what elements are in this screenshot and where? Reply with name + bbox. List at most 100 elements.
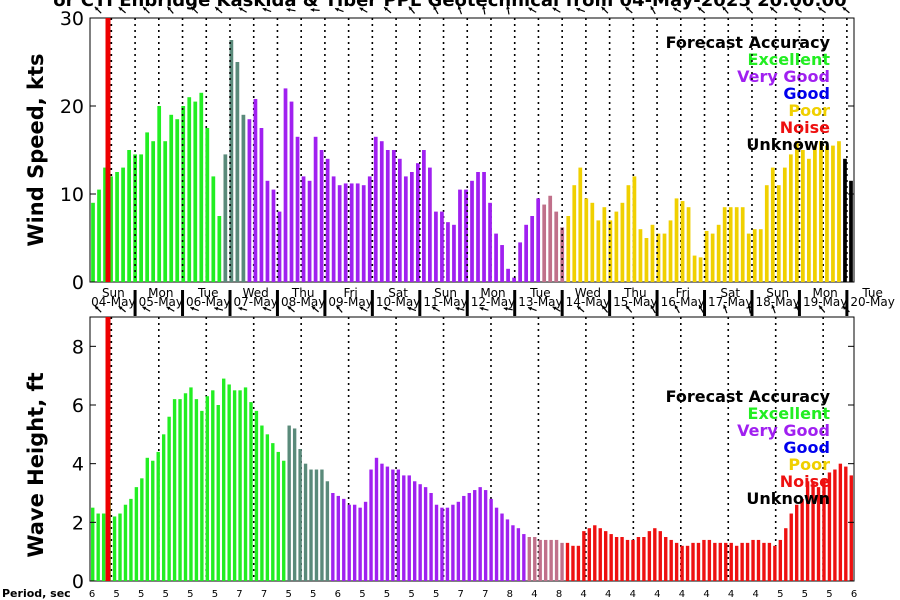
- bar: [470, 180, 474, 282]
- bar: [656, 233, 661, 282]
- direction-arrow: [238, 7, 247, 13]
- bar: [722, 207, 727, 282]
- day-date-label: 12-May: [471, 295, 515, 309]
- direction-arrow: [311, 305, 319, 313]
- bar: [566, 216, 571, 282]
- bar: [636, 537, 641, 581]
- y-tick-label: 0: [72, 272, 84, 294]
- wave-direction-arrows: [94, 304, 850, 314]
- direction-arrow: [745, 6, 754, 14]
- period-value: 4: [752, 589, 758, 600]
- period-value: 4: [654, 589, 660, 600]
- wind-y-axis-label: Wind Speed, kts: [24, 53, 48, 246]
- direction-arrow: [698, 304, 704, 314]
- bar: [838, 463, 843, 581]
- direction-arrow: [723, 304, 728, 314]
- bar: [638, 229, 643, 282]
- bar: [320, 469, 324, 581]
- bar: [658, 531, 662, 581]
- bar: [243, 387, 248, 581]
- direction-arrow: [359, 306, 368, 312]
- bar: [423, 487, 428, 581]
- bar: [200, 410, 204, 581]
- direction-arrow: [214, 306, 224, 311]
- wind-y-axis: 0 10 20 30: [60, 8, 854, 294]
- bar: [500, 245, 504, 282]
- bar: [115, 172, 119, 282]
- bar: [247, 119, 252, 282]
- direction-arrow: [601, 305, 609, 313]
- bar: [222, 378, 226, 581]
- legend-item: Unknown: [746, 135, 830, 154]
- period-value: 8: [556, 589, 562, 600]
- bar: [434, 504, 439, 581]
- direction-arrow: [650, 5, 656, 15]
- bar: [596, 220, 601, 282]
- day-name-label: Mon: [148, 286, 173, 300]
- bar: [112, 516, 117, 581]
- bar: [352, 504, 357, 581]
- bar: [674, 198, 679, 282]
- period-value: 5: [163, 589, 169, 600]
- bar: [704, 230, 709, 282]
- direction-arrow: [794, 304, 801, 314]
- direction-arrow: [457, 5, 463, 15]
- legend-item: Noise: [780, 472, 830, 491]
- bar: [175, 119, 180, 282]
- bar: [129, 498, 133, 581]
- direction-arrow: [383, 6, 392, 14]
- bar: [758, 229, 763, 282]
- legend-heading: Forecast Accuracy: [666, 387, 831, 406]
- bar: [692, 255, 697, 282]
- bar: [358, 507, 362, 581]
- bar: [260, 425, 264, 581]
- direction-arrow: [601, 6, 609, 14]
- day-name-label: Tue: [861, 286, 883, 300]
- day-name-label: Sun: [766, 286, 789, 300]
- direction-arrow: [625, 305, 633, 313]
- bar: [363, 501, 368, 581]
- bar: [805, 481, 810, 581]
- bar: [620, 537, 624, 581]
- bar: [691, 542, 695, 581]
- bar: [91, 507, 95, 581]
- bar: [494, 507, 499, 581]
- day-name-label: Fri: [343, 286, 357, 300]
- day-date-label: 20-May: [850, 295, 894, 309]
- bar: [109, 176, 113, 282]
- period-value: 5: [310, 589, 316, 600]
- direction-arrow: [167, 6, 174, 14]
- direction-arrow: [118, 305, 126, 313]
- bar: [816, 487, 821, 581]
- bar: [254, 410, 259, 581]
- bar: [347, 504, 351, 581]
- day-name-label: Thu: [623, 286, 647, 300]
- bar: [265, 180, 270, 282]
- bar: [445, 507, 450, 581]
- bar: [313, 136, 318, 282]
- bar: [456, 501, 461, 581]
- bar: [385, 150, 390, 282]
- bar: [604, 531, 608, 581]
- bar: [464, 189, 468, 282]
- bar: [827, 472, 832, 581]
- direction-arrow: [818, 305, 826, 313]
- direction-arrow: [238, 306, 248, 311]
- bar: [538, 539, 542, 581]
- bar: [101, 513, 106, 581]
- y-tick-label: 6: [72, 395, 84, 417]
- period-value: 5: [187, 589, 193, 600]
- bar: [397, 158, 402, 282]
- bar: [565, 542, 570, 581]
- bar: [685, 545, 690, 581]
- direction-arrow: [94, 6, 102, 14]
- bar: [788, 154, 793, 282]
- bar: [506, 268, 510, 282]
- direction-arrow: [310, 8, 320, 12]
- day-date-label: 06-May: [186, 295, 230, 309]
- bar: [530, 216, 535, 282]
- bar: [849, 475, 853, 581]
- bar: [396, 469, 401, 581]
- bar: [625, 539, 630, 581]
